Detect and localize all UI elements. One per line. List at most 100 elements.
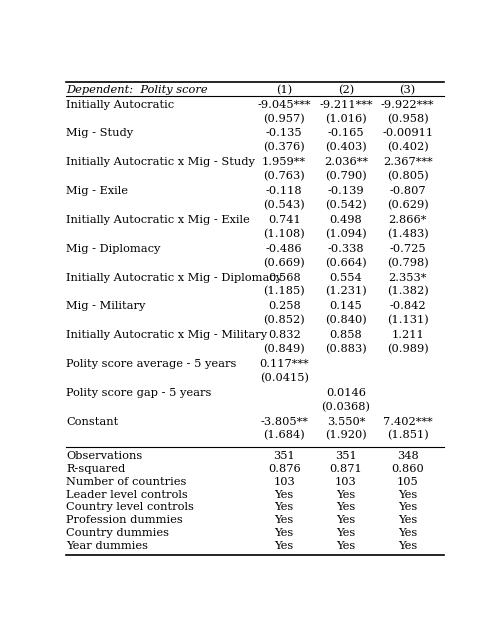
- Text: 0.871: 0.871: [330, 463, 363, 474]
- Text: (1.382): (1.382): [387, 287, 429, 297]
- Text: (0.629): (0.629): [387, 200, 429, 210]
- Text: (1.131): (1.131): [387, 315, 429, 325]
- Text: (0.403): (0.403): [325, 143, 367, 153]
- Text: (0.543): (0.543): [263, 200, 305, 210]
- Text: 0.145: 0.145: [330, 301, 363, 311]
- Text: 7.402***: 7.402***: [383, 417, 432, 427]
- Text: -0.486: -0.486: [266, 243, 302, 254]
- Text: -0.135: -0.135: [266, 129, 302, 138]
- Text: 2.353*: 2.353*: [388, 273, 427, 283]
- Text: -0.139: -0.139: [328, 186, 364, 196]
- Text: Mig - Military: Mig - Military: [66, 301, 145, 311]
- Text: Mig - Study: Mig - Study: [66, 129, 133, 138]
- Text: 0.741: 0.741: [268, 215, 301, 225]
- Text: -3.805**: -3.805**: [260, 417, 308, 427]
- Text: Yes: Yes: [398, 541, 417, 552]
- Text: (0.402): (0.402): [387, 143, 429, 153]
- Text: Yes: Yes: [274, 541, 294, 552]
- Text: -0.165: -0.165: [328, 129, 364, 138]
- Text: (0.664): (0.664): [325, 257, 367, 268]
- Text: Yes: Yes: [336, 515, 356, 526]
- Text: 0.860: 0.860: [391, 463, 424, 474]
- Text: 0.498: 0.498: [330, 215, 363, 225]
- Text: (0.805): (0.805): [387, 171, 429, 181]
- Text: (3): (3): [399, 85, 416, 95]
- Text: (0.958): (0.958): [387, 113, 429, 124]
- Text: 2.866*: 2.866*: [388, 215, 427, 225]
- Text: (1.185): (1.185): [263, 287, 305, 297]
- Text: Leader level controls: Leader level controls: [66, 489, 188, 500]
- Text: (0.376): (0.376): [263, 143, 305, 153]
- Text: -0.118: -0.118: [266, 186, 302, 196]
- Text: 103: 103: [335, 477, 357, 486]
- Text: Country dummies: Country dummies: [66, 528, 169, 538]
- Text: 351: 351: [273, 451, 295, 461]
- Text: 348: 348: [397, 451, 418, 461]
- Text: Yes: Yes: [336, 503, 356, 512]
- Text: Polity score gap - 5 years: Polity score gap - 5 years: [66, 388, 212, 398]
- Text: -9.045***: -9.045***: [257, 100, 311, 110]
- Text: 0.832: 0.832: [268, 330, 301, 340]
- Text: Polity score average - 5 years: Polity score average - 5 years: [66, 359, 237, 369]
- Text: -9.922***: -9.922***: [381, 100, 434, 110]
- Text: Mig - Exile: Mig - Exile: [66, 186, 128, 196]
- Text: -0.807: -0.807: [389, 186, 426, 196]
- Text: Yes: Yes: [336, 528, 356, 538]
- Text: Yes: Yes: [274, 528, 294, 538]
- Text: (1.108): (1.108): [263, 229, 305, 239]
- Text: Yes: Yes: [274, 503, 294, 512]
- Text: -0.338: -0.338: [328, 243, 364, 254]
- Text: (0.542): (0.542): [325, 200, 367, 210]
- Text: (0.798): (0.798): [387, 257, 429, 268]
- Text: (1.851): (1.851): [387, 430, 429, 441]
- Text: 0.117***: 0.117***: [259, 359, 309, 369]
- Text: (0.0368): (0.0368): [321, 401, 371, 412]
- Text: Initially Autocratic x Mig - Diplomacy: Initially Autocratic x Mig - Diplomacy: [66, 273, 282, 283]
- Text: Dependent:  Polity score: Dependent: Polity score: [66, 85, 208, 95]
- Text: (1.684): (1.684): [263, 430, 305, 441]
- Text: Country level controls: Country level controls: [66, 503, 194, 512]
- Text: (0.669): (0.669): [263, 257, 305, 268]
- Text: 103: 103: [273, 477, 295, 486]
- Text: R-squared: R-squared: [66, 463, 125, 474]
- Text: Initially Autocratic: Initially Autocratic: [66, 100, 174, 110]
- Text: Yes: Yes: [336, 489, 356, 500]
- Text: Yes: Yes: [398, 503, 417, 512]
- Text: 0.568: 0.568: [268, 273, 301, 283]
- Text: 3.550*: 3.550*: [327, 417, 365, 427]
- Text: Year dummies: Year dummies: [66, 541, 148, 552]
- Text: 351: 351: [335, 451, 357, 461]
- Text: 0.858: 0.858: [330, 330, 363, 340]
- Text: Initially Autocratic x Mig - Study: Initially Autocratic x Mig - Study: [66, 157, 255, 167]
- Text: 1.959**: 1.959**: [262, 157, 306, 167]
- Text: (0.840): (0.840): [325, 315, 367, 325]
- Text: Initially Autocratic x Mig - Military: Initially Autocratic x Mig - Military: [66, 330, 267, 340]
- Text: (1.016): (1.016): [325, 113, 367, 124]
- Text: 0.876: 0.876: [268, 463, 301, 474]
- Text: (0.852): (0.852): [263, 315, 305, 325]
- Text: Mig - Diplomacy: Mig - Diplomacy: [66, 243, 160, 254]
- Text: 0.554: 0.554: [330, 273, 363, 283]
- Text: (0.883): (0.883): [325, 344, 367, 354]
- Text: Profession dummies: Profession dummies: [66, 515, 183, 526]
- Text: -0.842: -0.842: [389, 301, 426, 311]
- Text: (0.957): (0.957): [263, 113, 305, 124]
- Text: 0.258: 0.258: [268, 301, 301, 311]
- Text: 2.367***: 2.367***: [383, 157, 432, 167]
- Text: (1): (1): [276, 85, 292, 95]
- Text: (0.0415): (0.0415): [259, 373, 309, 383]
- Text: 1.211: 1.211: [391, 330, 424, 340]
- Text: -9.211***: -9.211***: [319, 100, 373, 110]
- Text: Yes: Yes: [398, 528, 417, 538]
- Text: Yes: Yes: [398, 489, 417, 500]
- Text: Yes: Yes: [336, 541, 356, 552]
- Text: Number of countries: Number of countries: [66, 477, 186, 486]
- Text: Yes: Yes: [274, 515, 294, 526]
- Text: (0.763): (0.763): [263, 171, 305, 181]
- Text: Yes: Yes: [274, 489, 294, 500]
- Text: (0.989): (0.989): [387, 344, 429, 354]
- Text: Initially Autocratic x Mig - Exile: Initially Autocratic x Mig - Exile: [66, 215, 250, 225]
- Text: (1.920): (1.920): [325, 430, 367, 441]
- Text: Observations: Observations: [66, 451, 142, 461]
- Text: (1.094): (1.094): [325, 229, 367, 239]
